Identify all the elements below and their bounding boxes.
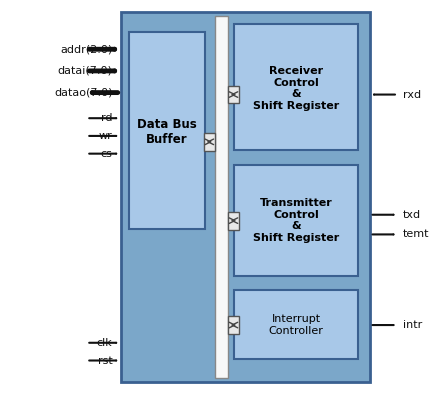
Bar: [129, 32, 205, 229]
Text: rst: rst: [98, 355, 112, 366]
Text: clk: clk: [97, 338, 112, 348]
Text: Interrupt
Controller: Interrupt Controller: [269, 314, 323, 336]
Text: temt: temt: [403, 229, 429, 240]
Text: rd: rd: [101, 113, 112, 123]
Bar: [228, 85, 239, 103]
Bar: [234, 165, 359, 276]
Text: txd: txd: [403, 210, 421, 220]
Text: rxd: rxd: [403, 89, 421, 100]
Bar: [121, 12, 370, 382]
Text: datai(7:0): datai(7:0): [57, 66, 112, 76]
Bar: [234, 24, 359, 150]
Text: addr(2:0): addr(2:0): [60, 44, 112, 54]
Bar: [228, 316, 239, 334]
Text: cs: cs: [101, 149, 112, 159]
Bar: [204, 133, 215, 151]
Text: Receiver
Control
&
Shift Register: Receiver Control & Shift Register: [253, 66, 339, 111]
Text: Transmitter
Control
&
Shift Register: Transmitter Control & Shift Register: [253, 198, 339, 243]
Bar: [234, 290, 359, 359]
Text: Data Bus
Buffer: Data Bus Buffer: [137, 118, 196, 146]
Text: wr: wr: [99, 131, 112, 141]
Bar: [215, 16, 228, 378]
Text: intr: intr: [403, 320, 422, 330]
Text: datao(7:0): datao(7:0): [54, 87, 112, 98]
Bar: [228, 212, 239, 229]
